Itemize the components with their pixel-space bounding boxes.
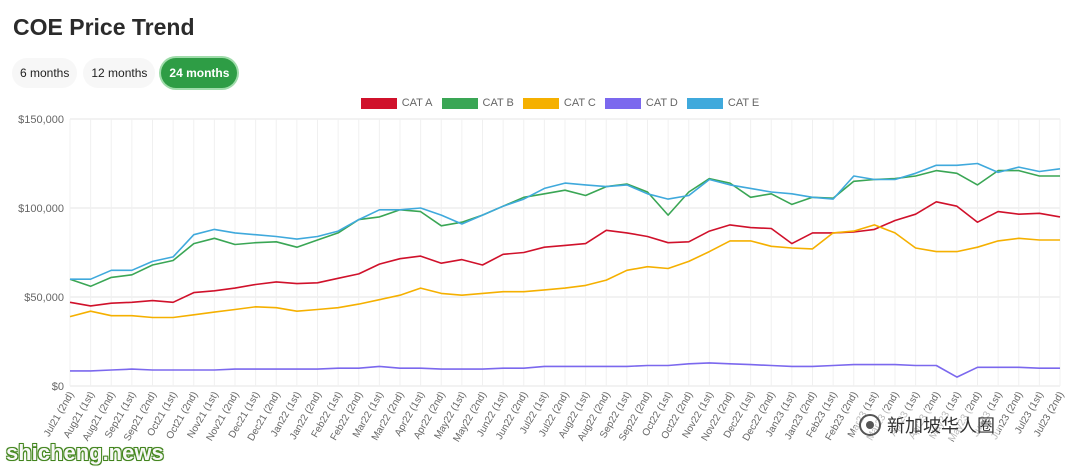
tab-12-months[interactable]: 12 months xyxy=(83,58,156,88)
watermark-site: shicheng.news xyxy=(6,440,164,465)
legend-label-cat-c: CAT C xyxy=(563,97,596,109)
y-tick-label: $150,000 xyxy=(18,114,64,126)
series-line-cat-c[interactable] xyxy=(69,224,1060,319)
legend-label-cat-e: CAT E xyxy=(727,97,760,109)
y-tick-label: $0 xyxy=(52,381,64,393)
y-tick-label: $100,000 xyxy=(18,203,64,215)
tab-6-months[interactable]: 6 months xyxy=(12,58,78,88)
legend-item-cat-a[interactable]: CAT A xyxy=(360,97,433,109)
legend-label-cat-d: CAT D xyxy=(645,97,678,109)
legend-swatch-cat-a xyxy=(360,97,397,109)
watermark-cn: 新加坡华人圈 xyxy=(855,410,999,440)
range-tabs: 6 months 12 months 24 months xyxy=(12,58,238,88)
legend-item-cat-c[interactable]: CAT C xyxy=(522,97,596,109)
legend-item-cat-b[interactable]: CAT B xyxy=(441,97,514,109)
y-tick-label: $50,000 xyxy=(24,292,64,304)
watermark-cn-text: 新加坡华人圈 xyxy=(887,416,995,436)
wechat-logo-icon xyxy=(859,414,881,436)
legend-item-cat-e[interactable]: CAT E xyxy=(686,97,760,109)
series-line-cat-e[interactable] xyxy=(70,162,1061,281)
legend-swatch-cat-e xyxy=(686,97,723,109)
page-title: COE Price Trend xyxy=(13,14,195,40)
legend-swatch-cat-c xyxy=(522,97,559,109)
legend-item-cat-d[interactable]: CAT D xyxy=(604,97,678,109)
legend-swatch-cat-b xyxy=(441,97,478,109)
legend-label-cat-a: CAT A xyxy=(401,97,433,109)
series-line-cat-b[interactable] xyxy=(69,169,1060,288)
series-line-cat-a[interactable] xyxy=(69,201,1061,307)
legend-label-cat-b: CAT B xyxy=(482,97,514,109)
chart-legend: CAT A CAT B CAT C CAT D CAT E xyxy=(0,97,1080,109)
legend-swatch-cat-d xyxy=(604,97,641,109)
tab-24-months[interactable]: 24 months xyxy=(161,58,238,88)
series-line-cat-d[interactable] xyxy=(70,362,1060,378)
